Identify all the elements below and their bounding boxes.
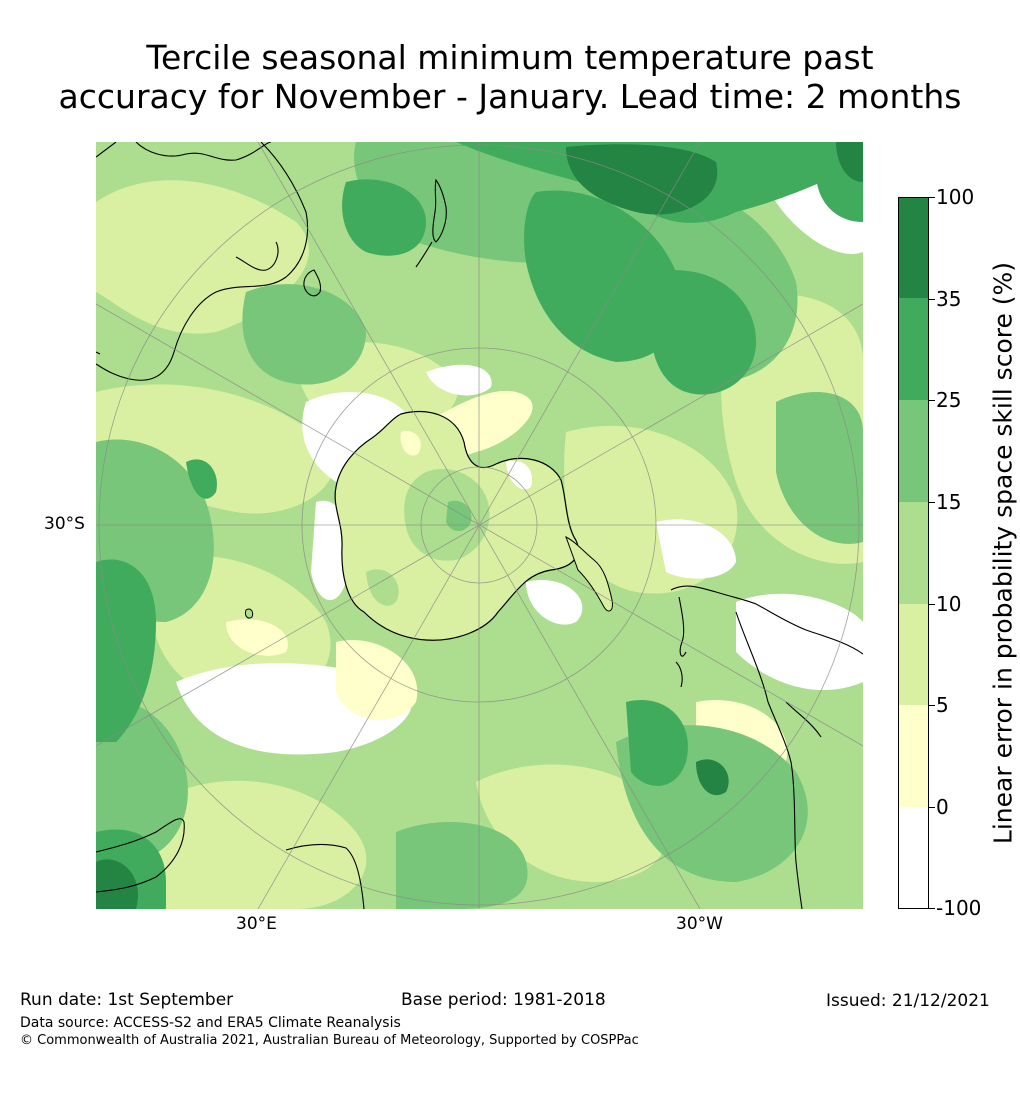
colorbar-segment-35-100 [898,197,929,299]
colorbar-label-35: 35 [936,287,962,311]
lon-label-30w: 30°W [676,914,723,934]
colorbar-tick [929,400,935,401]
skill-score-map [96,142,863,909]
skill-regions [96,142,863,909]
colorbar-segment-neg100-0 [898,807,929,909]
colorbar-segment-10-15 [898,502,929,604]
australia-coast [96,142,447,381]
data-source: Data source: ACCESS-S2 and ERA5 Climate … [20,1015,401,1031]
colorbar-label-0: 0 [936,795,949,819]
colorbar-tick [929,908,935,909]
colorbar-tick [929,807,935,808]
island-coast [245,608,254,619]
base-period: Base period: 1981-2018 [401,990,606,1010]
map-svg [96,142,863,909]
colorbar-label-10: 10 [936,592,962,616]
south-america-coast [670,585,863,909]
colorbar-tick [929,705,935,706]
title-line-2: accuracy for November - January. Lead ti… [58,77,962,116]
colorbar-segment-0-5 [898,705,929,807]
colorbar-tick [929,299,935,300]
run-date: Run date: 1st September [20,990,234,1010]
antarctica [334,410,613,641]
graticule [96,142,863,909]
issued-date: Issued: 21/12/2021 [826,991,990,1011]
colorbar-label-5: 5 [936,693,949,717]
colorbar-segment-15-25 [898,400,929,502]
lon-label-30e: 30°E [236,914,277,934]
africa-coast [96,818,365,909]
colorbar [898,197,929,909]
colorbar-tick [929,197,935,198]
colorbar-tick [929,502,935,503]
colorbar-label-15: 15 [936,490,962,514]
colorbar-label-neg100: -100 [936,896,982,920]
colorbar-segment-25-35 [898,298,929,400]
colorbar-tick [929,604,935,605]
chart-title: Tercile seasonal minimum temperature pas… [0,38,1020,116]
title-line-1: Tercile seasonal minimum temperature pas… [146,38,874,77]
colorbar-label-100: 100 [936,185,975,209]
colorbar-segment-5-10 [898,604,929,705]
copyright: © Commonwealth of Australia 2021, Austra… [20,1033,639,1048]
lat-label-30s: 30°S [44,514,85,534]
colorbar-label-25: 25 [936,388,962,412]
colorbar-title: Linear error in probability space skill … [988,261,1018,845]
